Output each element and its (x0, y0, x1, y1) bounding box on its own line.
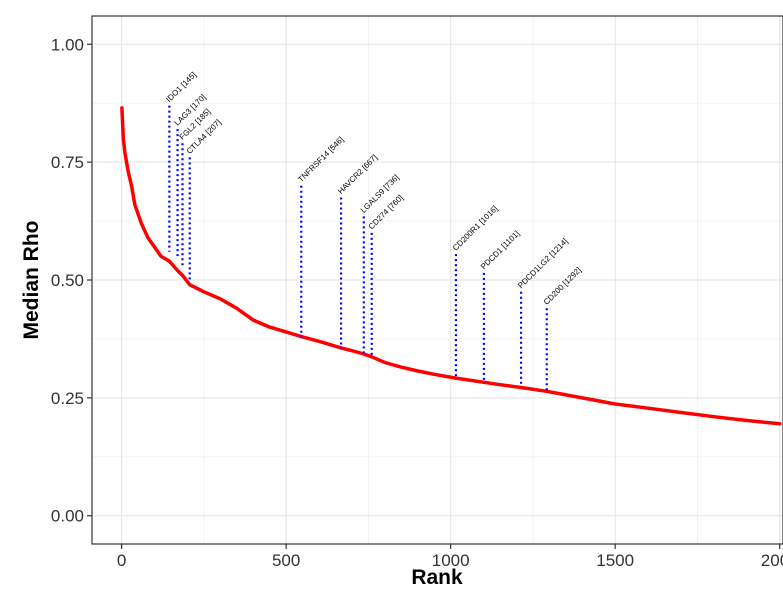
x-tick-label: 2000 (761, 551, 783, 570)
x-axis-title: Rank (411, 566, 463, 589)
y-tick-label: 0.50 (51, 271, 84, 290)
grid (92, 16, 783, 544)
x-tick-label: 1500 (596, 551, 634, 570)
y-tick-label: 0.75 (51, 153, 84, 172)
x-tick-label: 0 (117, 551, 126, 570)
y-tick-label: 1.00 (51, 35, 84, 54)
x-tick-label: 500 (272, 551, 300, 570)
series-line (120, 106, 782, 426)
series-layer (120, 106, 782, 426)
y-tick-label: 0.00 (51, 507, 84, 526)
axis-layer: 0.00 0.25 0.50 0.75 1.00 0 500 1000 1500 2000 (51, 35, 783, 570)
x-tick-label: 1000 (432, 551, 470, 570)
y-tick-label: 0.25 (51, 389, 84, 408)
y-axis-title: Median Rho (20, 221, 43, 340)
